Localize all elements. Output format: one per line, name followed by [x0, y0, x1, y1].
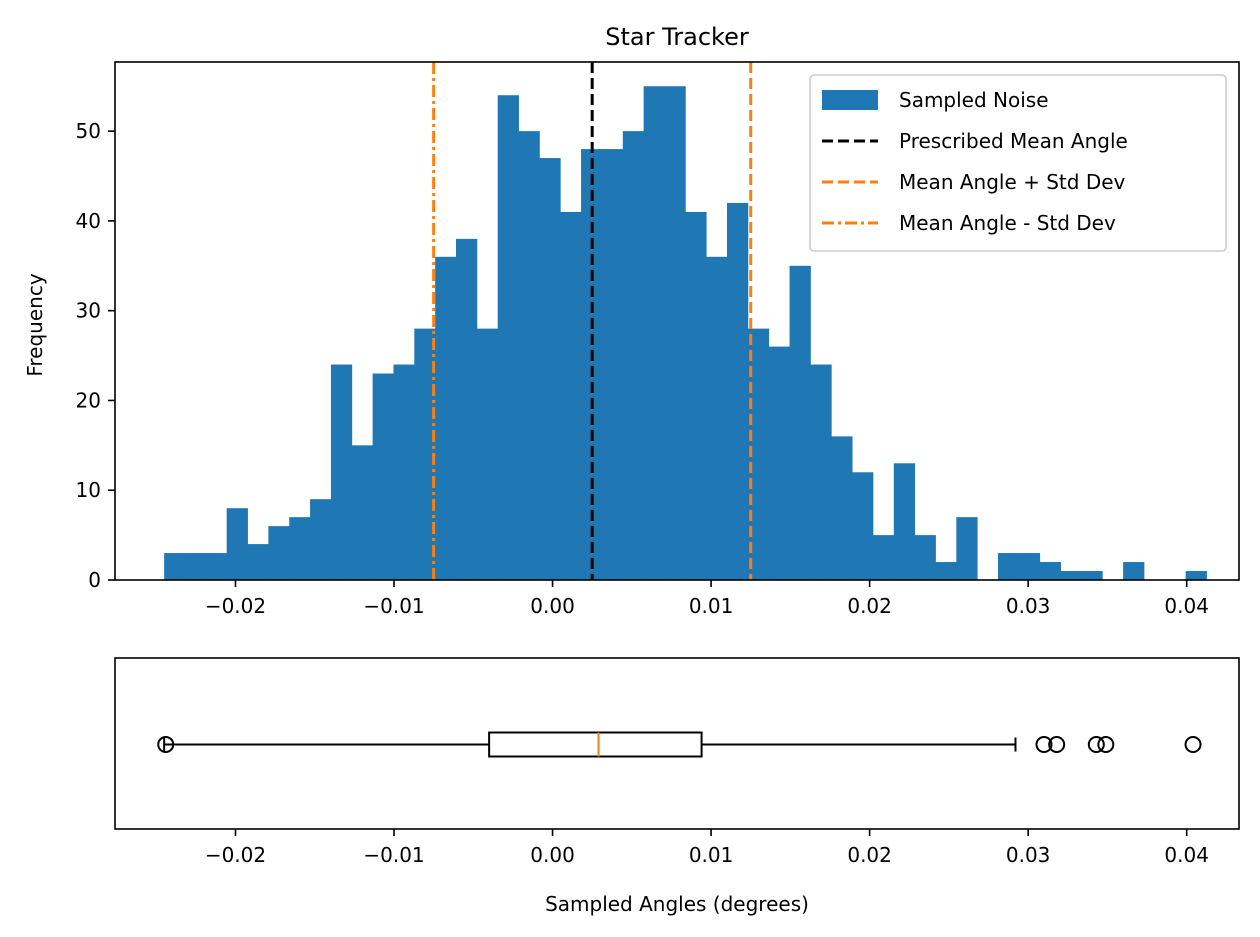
histogram-bar	[518, 131, 540, 580]
histogram-bar	[1060, 571, 1082, 580]
histogram-bar	[205, 553, 228, 580]
histogram-bar	[310, 499, 332, 580]
histogram-y-ticks: 0 10 20 30 40 50	[76, 119, 115, 592]
histogram-bar	[330, 364, 353, 580]
histogram-bar	[727, 202, 749, 580]
histogram-bar	[456, 238, 478, 581]
reference-lines	[432, 62, 753, 580]
x-tick-label: −0.02	[205, 843, 266, 867]
histogram-bar	[226, 508, 248, 580]
x-tick-label: 0.04	[1164, 843, 1209, 867]
x-axis-label: Sampled Angles (degrees)	[545, 892, 809, 916]
histogram-bar	[789, 265, 811, 580]
histogram-bar	[685, 211, 707, 580]
outlier-point	[1184, 736, 1202, 753]
histogram-bar	[1018, 553, 1041, 580]
histogram-bar	[956, 517, 978, 580]
histogram-plot: −0.02 −0.01 0.00 0.01 0.02 0.03 0.04 0 10 20 30 40…	[23, 61, 1240, 618]
histogram-bar	[476, 328, 499, 580]
x-tick-label: 0.04	[1164, 594, 1209, 618]
outlier-point	[1035, 736, 1053, 753]
histogram-bar	[872, 535, 895, 580]
box-plot: −0.02 −0.01 0.00 0.01 0.02 0.03 0.04 Sampled A…	[114, 657, 1240, 916]
boxplot-frame	[114, 657, 1240, 830]
histogram-bar	[164, 553, 186, 580]
boxplot-marks	[157, 731, 1202, 758]
outlier-point	[1087, 736, 1105, 753]
outlier-point	[1048, 736, 1066, 753]
x-tick-label: 0.02	[847, 843, 892, 867]
histogram-bar	[289, 517, 311, 580]
histogram-bar	[601, 149, 624, 580]
histogram-bar	[539, 158, 561, 580]
histogram-bar	[768, 346, 790, 580]
histogram-bar	[852, 472, 874, 580]
legend-label: Prescribed Mean Angle	[899, 129, 1128, 153]
x-tick-label: 0.01	[689, 594, 734, 618]
x-tick-label: −0.02	[205, 594, 266, 618]
histogram-bar	[372, 373, 394, 580]
y-tick-label: 10	[76, 478, 101, 502]
histogram-bar	[747, 328, 770, 580]
x-tick-label: −0.01	[363, 843, 424, 867]
histogram-bar	[810, 364, 832, 580]
legend: Sampled Noise Prescribed Mean Angle Mean A…	[809, 74, 1227, 252]
histogram-bar	[831, 436, 853, 580]
histogram-bars	[164, 86, 1207, 581]
y-tick-label: 0	[88, 568, 101, 592]
x-tick-label: −0.01	[363, 594, 424, 618]
histogram-bar	[351, 445, 374, 580]
y-tick-label: 40	[76, 209, 101, 233]
x-tick-label: 0.03	[1006, 594, 1051, 618]
histogram-bar	[622, 131, 645, 580]
x-tick-label: 0.01	[689, 843, 734, 867]
histogram-bar	[497, 95, 519, 580]
chart-title: Star Tracker	[605, 23, 749, 51]
outlier-point	[1097, 736, 1115, 753]
histogram-x-ticks: −0.02 −0.01 0.00 0.01 0.02 0.03 0.04	[205, 580, 1209, 618]
histogram-bar	[914, 535, 936, 580]
histogram-frame	[114, 61, 1240, 581]
x-tick-label: 0.02	[847, 594, 892, 618]
histogram-bar	[893, 463, 916, 580]
legend-label: Mean Angle + Std Dev	[899, 170, 1126, 194]
histogram-bar	[560, 211, 582, 580]
y-tick-label: 50	[76, 119, 101, 143]
histogram-bar	[706, 256, 728, 580]
histogram-bar	[247, 544, 269, 580]
histogram-bar	[435, 256, 457, 580]
legend-label: Sampled Noise	[899, 88, 1049, 112]
histogram-bar	[664, 86, 686, 580]
histogram-bar	[268, 526, 290, 580]
x-tick-label: 0.00	[530, 843, 575, 867]
histogram-bar	[1081, 571, 1103, 580]
x-tick-label: 0.00	[530, 594, 575, 618]
histogram-bar	[1123, 562, 1145, 580]
legend-box	[809, 74, 1227, 252]
histogram-bar	[935, 562, 957, 580]
histogram-bar	[414, 328, 436, 580]
y-axis-label: Frequency	[23, 273, 47, 376]
y-tick-label: 30	[76, 299, 101, 323]
histogram-bar	[581, 149, 603, 580]
interquartile-box	[488, 731, 703, 758]
histogram-bar	[1185, 571, 1207, 580]
y-tick-label: 20	[76, 388, 101, 412]
histogram-bar	[643, 86, 665, 580]
legend-swatch	[822, 90, 878, 110]
histogram-bar	[1039, 562, 1061, 580]
x-tick-label: 0.03	[1006, 843, 1051, 867]
legend-label: Mean Angle - Std Dev	[899, 211, 1116, 235]
histogram-bar	[184, 553, 207, 580]
boxplot-x-ticks: −0.02 −0.01 0.00 0.01 0.02 0.03 0.04	[205, 829, 1209, 867]
outlier-point	[157, 736, 175, 753]
histogram-bar	[998, 553, 1020, 580]
histogram-bar	[393, 364, 415, 580]
